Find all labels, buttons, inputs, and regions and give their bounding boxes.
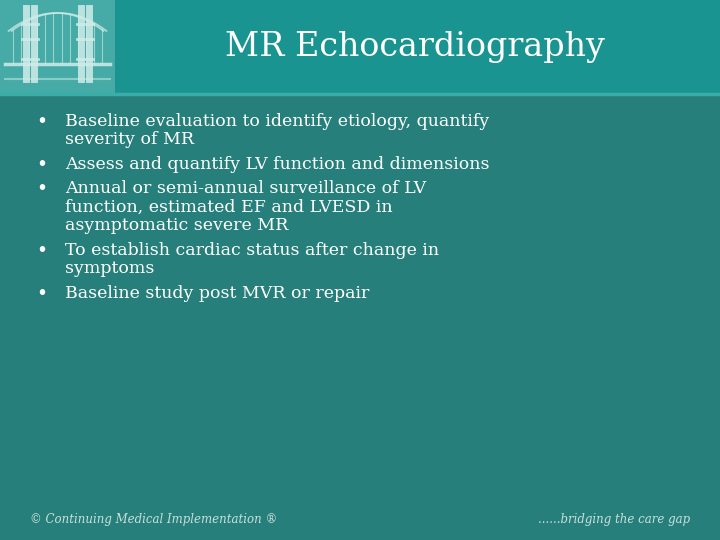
Text: severity of MR: severity of MR [65,131,194,148]
Text: symptoms: symptoms [65,260,154,277]
Text: •: • [37,179,48,198]
Text: •: • [37,112,48,131]
Text: •: • [37,241,48,260]
Bar [0,0,720,94]
Text: •: • [37,155,48,174]
Bar [0,0,115,94]
Text: To establish cardiac status after change in: To establish cardiac status after change… [65,242,439,259]
Text: •: • [37,284,48,303]
Text: MR Echocardiography: MR Echocardiography [225,31,605,63]
Text: Baseline evaluation to identify etiology, quantify: Baseline evaluation to identify etiology… [65,113,490,130]
Text: Assess and quantify LV function and dimensions: Assess and quantify LV function and dime… [65,156,490,173]
Text: Baseline study post MVR or repair: Baseline study post MVR or repair [65,285,369,302]
Text: ......bridging the care gap: ......bridging the care gap [538,513,690,526]
Text: © Continuing Medical Implementation ®: © Continuing Medical Implementation ® [30,513,277,526]
Text: function, estimated EF and LVESD in: function, estimated EF and LVESD in [65,199,392,216]
Text: asymptomatic severe MR: asymptomatic severe MR [65,217,289,234]
Text: Annual or semi-annual surveillance of LV: Annual or semi-annual surveillance of LV [65,180,426,197]
